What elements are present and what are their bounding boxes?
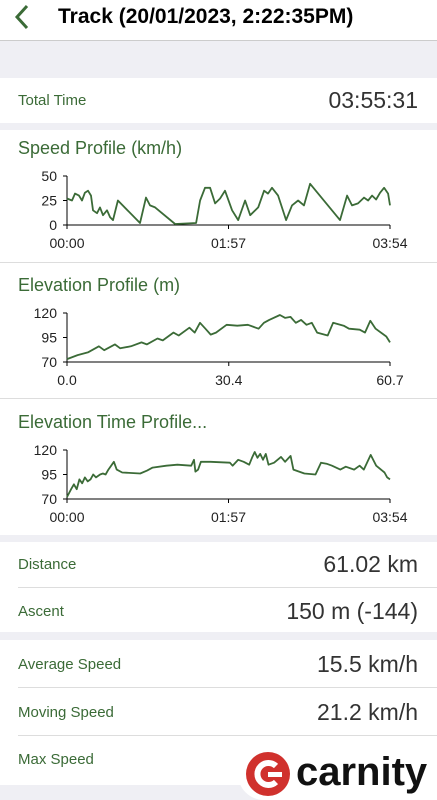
nav-bar: Track (20/01/2023, 2:22:35PM) bbox=[0, 0, 437, 41]
label: Average Speed bbox=[18, 656, 122, 673]
value: 15.5 km/h bbox=[317, 651, 418, 677]
x-tick-label: 0.0 bbox=[57, 372, 77, 388]
label: Distance bbox=[18, 556, 77, 573]
x-tick-label: 01:57 bbox=[211, 509, 246, 525]
x-tick-label: 03:54 bbox=[372, 509, 407, 525]
label: Total Time bbox=[18, 92, 87, 109]
charts: Speed Profile (km/h) 0 25 50 00:00 01:57 03:54… bbox=[0, 130, 437, 535]
y-tick-label: 25 bbox=[41, 193, 57, 209]
x-tick-label: 30.4 bbox=[215, 372, 242, 388]
line-chart: Elevation Time Profile... 70 95 120 00:00 01:… bbox=[18, 412, 408, 525]
y-tick-label: 120 bbox=[34, 305, 58, 321]
value: 21.2 km/h bbox=[317, 699, 418, 725]
chart-title: Speed Profile (km/h) bbox=[18, 138, 182, 158]
data-line bbox=[66, 314, 391, 360]
y-tick-label: 50 bbox=[41, 168, 57, 184]
y-tick-label: 0 bbox=[49, 217, 57, 233]
title: Track (20/01/2023, 2:22:35PM) bbox=[58, 5, 354, 28]
y-tick-label: 70 bbox=[41, 491, 57, 507]
logo-icon bbox=[246, 752, 290, 796]
x-tick-label: 01:57 bbox=[211, 235, 246, 251]
line-chart: Elevation Profile (m) 70 95 120 0.0 30.4 60.7 bbox=[18, 275, 404, 388]
chart-title: Elevation Profile (m) bbox=[18, 275, 180, 295]
y-tick-label: 70 bbox=[41, 354, 57, 370]
data-line bbox=[66, 451, 391, 498]
value: 61.02 km bbox=[323, 551, 418, 577]
y-tick-label: 95 bbox=[41, 467, 57, 483]
back-button[interactable] bbox=[8, 2, 38, 32]
line-chart: Speed Profile (km/h) 0 25 50 00:00 01:57 03:54 bbox=[18, 138, 408, 251]
stats: Distance 61.02 km Ascent 150 m (-144) bbox=[0, 542, 437, 632]
value: 150 m (-144) bbox=[286, 598, 418, 624]
label: Moving Speed bbox=[18, 704, 114, 721]
summary-row: Total Time 03:55:31 bbox=[0, 78, 437, 123]
logo-text: carnity bbox=[296, 750, 428, 794]
label: Ascent bbox=[18, 603, 64, 620]
data-line bbox=[66, 182, 391, 225]
label: Max Speed bbox=[18, 751, 94, 768]
value: 03:55:31 bbox=[328, 87, 418, 113]
y-tick-label: 95 bbox=[41, 330, 57, 346]
y-tick-label: 120 bbox=[34, 442, 58, 458]
x-tick-label: 00:00 bbox=[49, 509, 84, 525]
x-tick-label: 60.7 bbox=[376, 372, 403, 388]
x-tick-label: 00:00 bbox=[49, 235, 84, 251]
x-tick-label: 03:54 bbox=[372, 235, 407, 251]
chart-title: Elevation Time Profile... bbox=[18, 412, 207, 432]
watermark: carnity bbox=[238, 748, 437, 800]
